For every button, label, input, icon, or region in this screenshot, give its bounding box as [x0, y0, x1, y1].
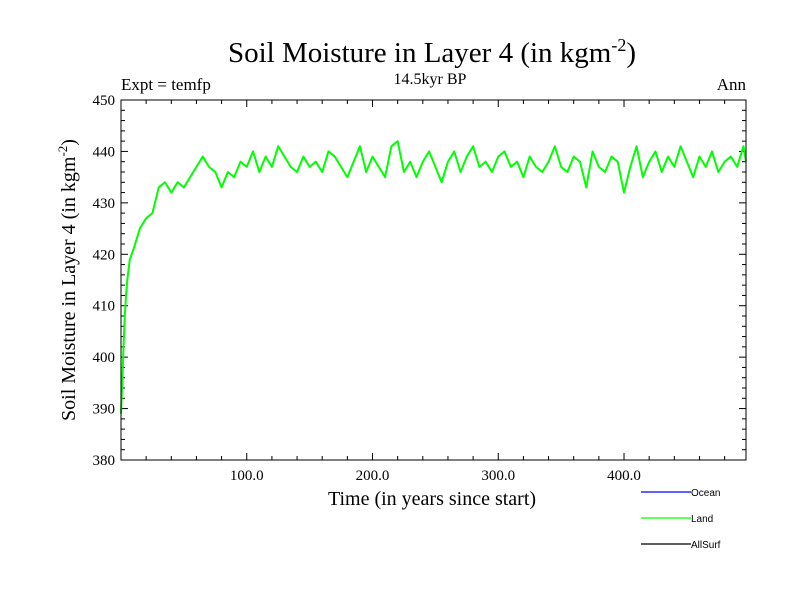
series-line-land	[120, 140, 747, 414]
chart-subtitle: 14.5kyr BP	[394, 71, 467, 88]
y-axis-label-superscript: -2	[55, 146, 70, 157]
x-tick-label: 300.0	[481, 468, 515, 484]
x-tick-label: 400.0	[607, 468, 641, 484]
y-axis-label-close: )	[58, 139, 80, 146]
x-axis-label: Time (in years since start)	[328, 488, 536, 510]
y-axis-label-main: Soil Moisture in Layer 4 (in kgm	[58, 156, 80, 421]
y-tick-label: 430	[93, 196, 116, 212]
chart-title-superscript: -2	[611, 35, 626, 55]
y-tick-label: 440	[93, 144, 116, 160]
legend: Ocean Land AllSurf	[641, 488, 721, 551]
y-tick-label: 450	[93, 93, 116, 109]
season-label: Ann	[717, 75, 747, 94]
y-tick-label: 420	[93, 247, 116, 263]
x-tick-label: 200.0	[356, 468, 390, 484]
series-layer	[120, 140, 747, 414]
x-tick-label: 100.0	[230, 468, 264, 484]
legend-label-ocean: Ocean	[691, 488, 720, 499]
chart-title-close: )	[626, 37, 636, 69]
chart-title-main: Soil Moisture in Layer 4 (in kgm	[228, 37, 612, 69]
y-tick-label: 400	[93, 350, 116, 366]
y-tick-label: 410	[93, 299, 116, 315]
plot-frame	[120, 99, 747, 461]
y-tick-label: 380	[93, 453, 116, 469]
experiment-label: Expt = temfp	[121, 75, 211, 94]
legend-label-allsurf: AllSurf	[691, 540, 721, 551]
chart-title: Soil Moisture in Layer 4 (in kgm-2)	[228, 35, 636, 69]
y-tick-label: 390	[93, 402, 116, 418]
y-axis-label: Soil Moisture in Layer 4 (in kgm-2)	[55, 139, 80, 421]
legend-label-land: Land	[691, 514, 713, 525]
axis-ticks: 380 390 400 410 420 430 440 450 100.0 200.0 300.0 4…	[93, 93, 746, 484]
